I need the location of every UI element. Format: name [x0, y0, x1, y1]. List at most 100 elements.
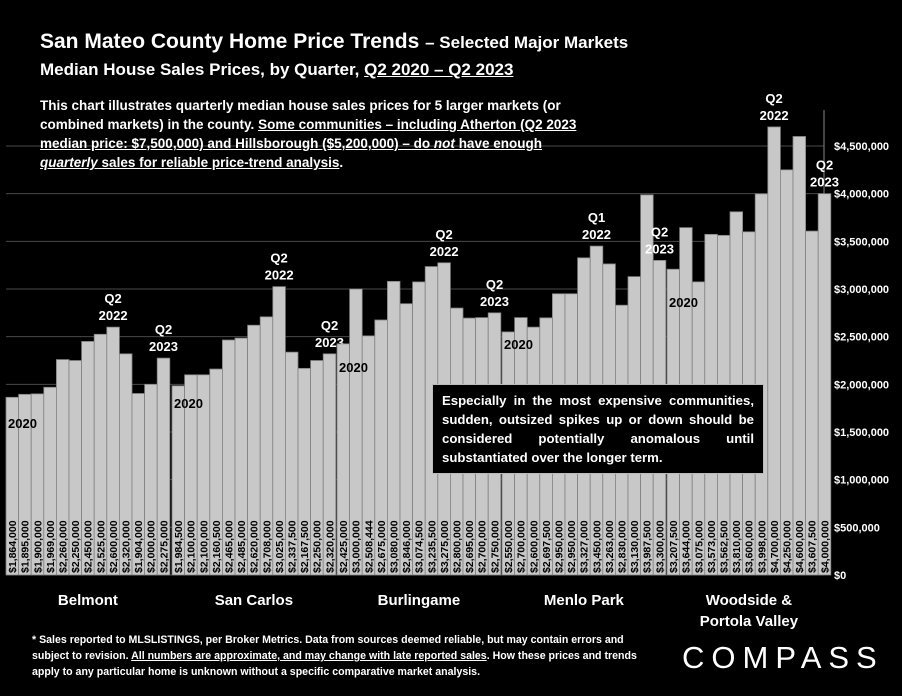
annotation-label: Q1 — [588, 210, 605, 225]
bar-value-label: $2,950,000 — [566, 520, 578, 573]
bar-value-label: $2,320,000 — [121, 520, 133, 573]
bar-value-label: $2,250,000 — [312, 520, 324, 573]
annotation-label: 2022 — [265, 268, 294, 283]
annotation-label: Q2 — [104, 291, 121, 306]
bar-value-label: $1,904,000 — [133, 520, 145, 573]
y-tick-label: $3,000,000 — [834, 284, 889, 296]
chart-subtitle: Median House Sales Prices, by Quarter, Q… — [40, 60, 513, 80]
chart-title-sub: – Selected Major Markets — [425, 33, 629, 52]
bar-4-9 — [780, 169, 794, 576]
bar-value-label: $3,275,000 — [439, 520, 451, 573]
bar-value-label: $2,695,000 — [464, 520, 476, 573]
intro-underlined: Some communities – including Atherton (Q… — [40, 117, 576, 170]
y-tick-label: $4,500,000 — [834, 141, 889, 153]
category-label: San Carlos — [215, 592, 293, 609]
bar-0-12 — [156, 357, 171, 576]
anomaly-callout: Especially in the most expensive communi… — [432, 384, 764, 474]
annotation-2020: 2020 — [339, 360, 368, 375]
bar-value-label: $2,450,000 — [83, 520, 95, 573]
bar-value-label: $2,846,000 — [401, 520, 413, 573]
category-label: Woodside & — [706, 592, 793, 609]
footnote-a: * Sales reported to MLSLISTINGS, per Bro… — [32, 634, 624, 662]
category-label: Burlingame — [378, 592, 461, 609]
bar-value-label: $2,600,000 — [108, 520, 120, 573]
bar-value-label: $2,508,444 — [363, 520, 375, 573]
annotation-label: Q2 — [270, 251, 287, 266]
bar-value-label: $2,100,000 — [198, 520, 210, 573]
y-tick-label: $1,500,000 — [834, 427, 889, 439]
bar-value-label: $3,987,500 — [642, 520, 654, 573]
y-tick-label: $2,000,000 — [834, 379, 889, 391]
bar-value-label: $3,000,000 — [351, 520, 363, 573]
footnote-b: All numbers are approximate, and may cha… — [131, 650, 487, 662]
annotation-label: Q2 — [486, 277, 503, 292]
bar-value-label: $3,130,000 — [629, 520, 641, 573]
bar-value-label: $2,250,000 — [70, 520, 82, 573]
bar-value-label: $2,525,000 — [95, 520, 107, 573]
bar-value-label: $3,607,500 — [807, 520, 819, 573]
bar-value-label: $3,998,000 — [756, 520, 768, 573]
bar-value-label: $3,074,500 — [414, 520, 426, 573]
bar-value-label: $4,700,000 — [769, 520, 781, 573]
bar-value-label: $3,450,000 — [591, 520, 603, 573]
annotation-2020: 2020 — [174, 396, 203, 411]
annotation-label: Q2 — [321, 318, 338, 333]
bar-4-12 — [817, 193, 832, 576]
bar-value-label: $2,620,000 — [249, 520, 261, 573]
annotation-label: 2022 — [430, 244, 459, 259]
chart-subtitle-prefix: Median House Sales Prices, by Quarter, — [40, 60, 360, 79]
y-tick-label: $500,000 — [834, 522, 880, 534]
annotation-label: Q2 — [651, 224, 668, 239]
bar-value-label: $3,810,000 — [731, 520, 743, 573]
category-label: Menlo Park — [544, 592, 625, 609]
bar-value-label: $3,300,000 — [654, 520, 666, 573]
bar-value-label: $1,969,000 — [45, 520, 57, 573]
bar-value-label: $2,950,000 — [554, 520, 566, 573]
footnote: * Sales reported to MLSLISTINGS, per Bro… — [32, 632, 662, 680]
intro-part2-a: Some communities – including Atherton (Q… — [40, 117, 577, 151]
annotation-label: Q2 — [435, 227, 452, 242]
bar-4-8 — [767, 126, 781, 576]
bar-value-label: $2,700,000 — [477, 520, 489, 573]
bar-value-label: $2,260,000 — [58, 520, 70, 573]
annotation-2020: 2020 — [669, 295, 698, 310]
chart-title-main: San Mateo County Home Price Trends — [40, 30, 420, 53]
intro-text: This chart illustrates quarterly median … — [40, 96, 596, 172]
bar-value-label: $2,425,000 — [338, 520, 350, 573]
bar-value-label: $2,600,000 — [528, 520, 540, 573]
annotation-label: 2022 — [582, 227, 611, 242]
category-label: Belmont — [58, 592, 118, 609]
annotation-label: 2023 — [149, 339, 178, 354]
y-tick-label: $2,500,000 — [834, 332, 889, 344]
bar-value-label: $3,207,500 — [668, 520, 680, 573]
bar-value-label: $2,675,000 — [376, 520, 388, 573]
category-label: Portola Valley — [700, 613, 799, 630]
bar-value-label: $2,550,000 — [503, 520, 515, 573]
compass-logo: COMPASS — [682, 640, 884, 675]
annotation-label: 2023 — [645, 241, 674, 256]
bar-value-label: $4,600,000 — [794, 520, 806, 573]
bar-value-label: $2,750,000 — [489, 520, 501, 573]
y-tick-label: $0 — [834, 570, 846, 582]
intro-part2-b: have enough — [458, 136, 542, 151]
bar-value-label: $1,984,500 — [173, 520, 185, 573]
bar-1-12 — [322, 353, 337, 576]
footnote-c: . How these prices and trends apply to a… — [32, 650, 637, 678]
bar-value-label: $4,000,000 — [819, 520, 831, 573]
bar-value-label: $3,562,500 — [719, 520, 731, 573]
annotation-label: Q2 — [765, 91, 782, 106]
bar-value-label: $4,250,000 — [782, 520, 794, 573]
annotation-label: 2022 — [99, 308, 128, 323]
bar-value-label: $2,320,000 — [324, 520, 336, 573]
bar-value-label: $1,864,000 — [7, 520, 19, 573]
bar-value-label: $3,075,000 — [693, 520, 705, 573]
bar-value-label: $2,167,500 — [299, 520, 311, 573]
bar-value-label: $3,080,000 — [389, 520, 401, 573]
chart-subtitle-range: Q2 2020 – Q2 2023 — [364, 60, 514, 79]
bar-value-label: $2,708,000 — [261, 520, 273, 573]
intro-part1: This chart illustrates quarterly median … — [40, 98, 561, 132]
bar-value-label: $2,100,000 — [186, 520, 198, 573]
bar-value-label: $2,000,000 — [146, 520, 158, 573]
bar-value-label: $3,025,000 — [274, 520, 286, 573]
annotation-label: 2023 — [810, 175, 839, 190]
